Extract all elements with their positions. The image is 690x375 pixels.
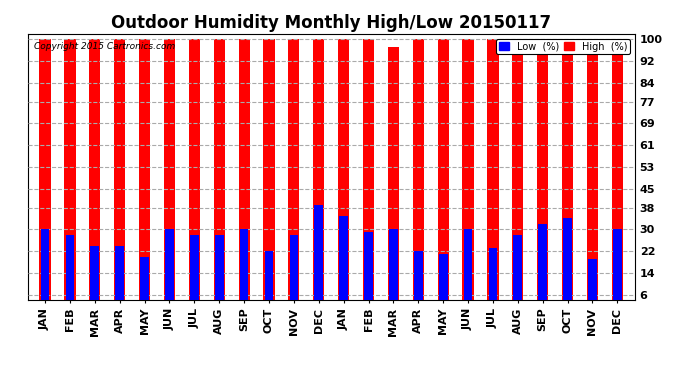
Bar [190, 235, 199, 311]
Legend: Low  (%), High  (%): Low (%), High (%) [497, 39, 630, 54]
Bar [90, 246, 99, 311]
Bar [439, 254, 448, 311]
Bar [313, 39, 324, 311]
Bar [414, 251, 423, 311]
Bar [214, 39, 225, 311]
Bar [537, 39, 549, 311]
Bar [613, 230, 622, 311]
Bar [364, 232, 373, 311]
Bar [189, 39, 200, 311]
Bar [563, 219, 572, 311]
Bar [89, 39, 100, 311]
Bar [115, 246, 124, 311]
Bar [239, 39, 250, 311]
Bar [464, 230, 473, 311]
Bar [437, 39, 448, 311]
Bar [265, 251, 273, 311]
Bar [612, 39, 623, 311]
Bar [587, 39, 598, 311]
Bar [164, 39, 175, 311]
Bar [64, 39, 75, 311]
Bar [290, 235, 298, 311]
Bar [413, 39, 424, 311]
Bar [288, 39, 299, 311]
Bar [512, 39, 524, 311]
Bar [588, 259, 597, 311]
Title: Outdoor Humidity Monthly High/Low 20150117: Outdoor Humidity Monthly High/Low 201501… [111, 14, 551, 32]
Bar [139, 39, 150, 311]
Bar [315, 205, 323, 311]
Bar [339, 216, 348, 311]
Bar [489, 248, 497, 311]
Bar [41, 230, 50, 311]
Bar [388, 47, 399, 311]
Bar [239, 230, 248, 311]
Bar [363, 39, 374, 311]
Bar [39, 39, 50, 311]
Bar [538, 224, 547, 311]
Bar [562, 39, 573, 311]
Bar [338, 39, 349, 311]
Bar [264, 39, 275, 311]
Bar [140, 256, 149, 311]
Bar [66, 235, 75, 311]
Bar [513, 235, 522, 311]
Bar [165, 230, 174, 311]
Bar [114, 39, 126, 311]
Bar [462, 39, 473, 311]
Text: Copyright 2015 Cartronics.com: Copyright 2015 Cartronics.com [34, 42, 175, 51]
Bar [389, 230, 397, 311]
Bar [487, 39, 499, 311]
Bar [215, 235, 224, 311]
